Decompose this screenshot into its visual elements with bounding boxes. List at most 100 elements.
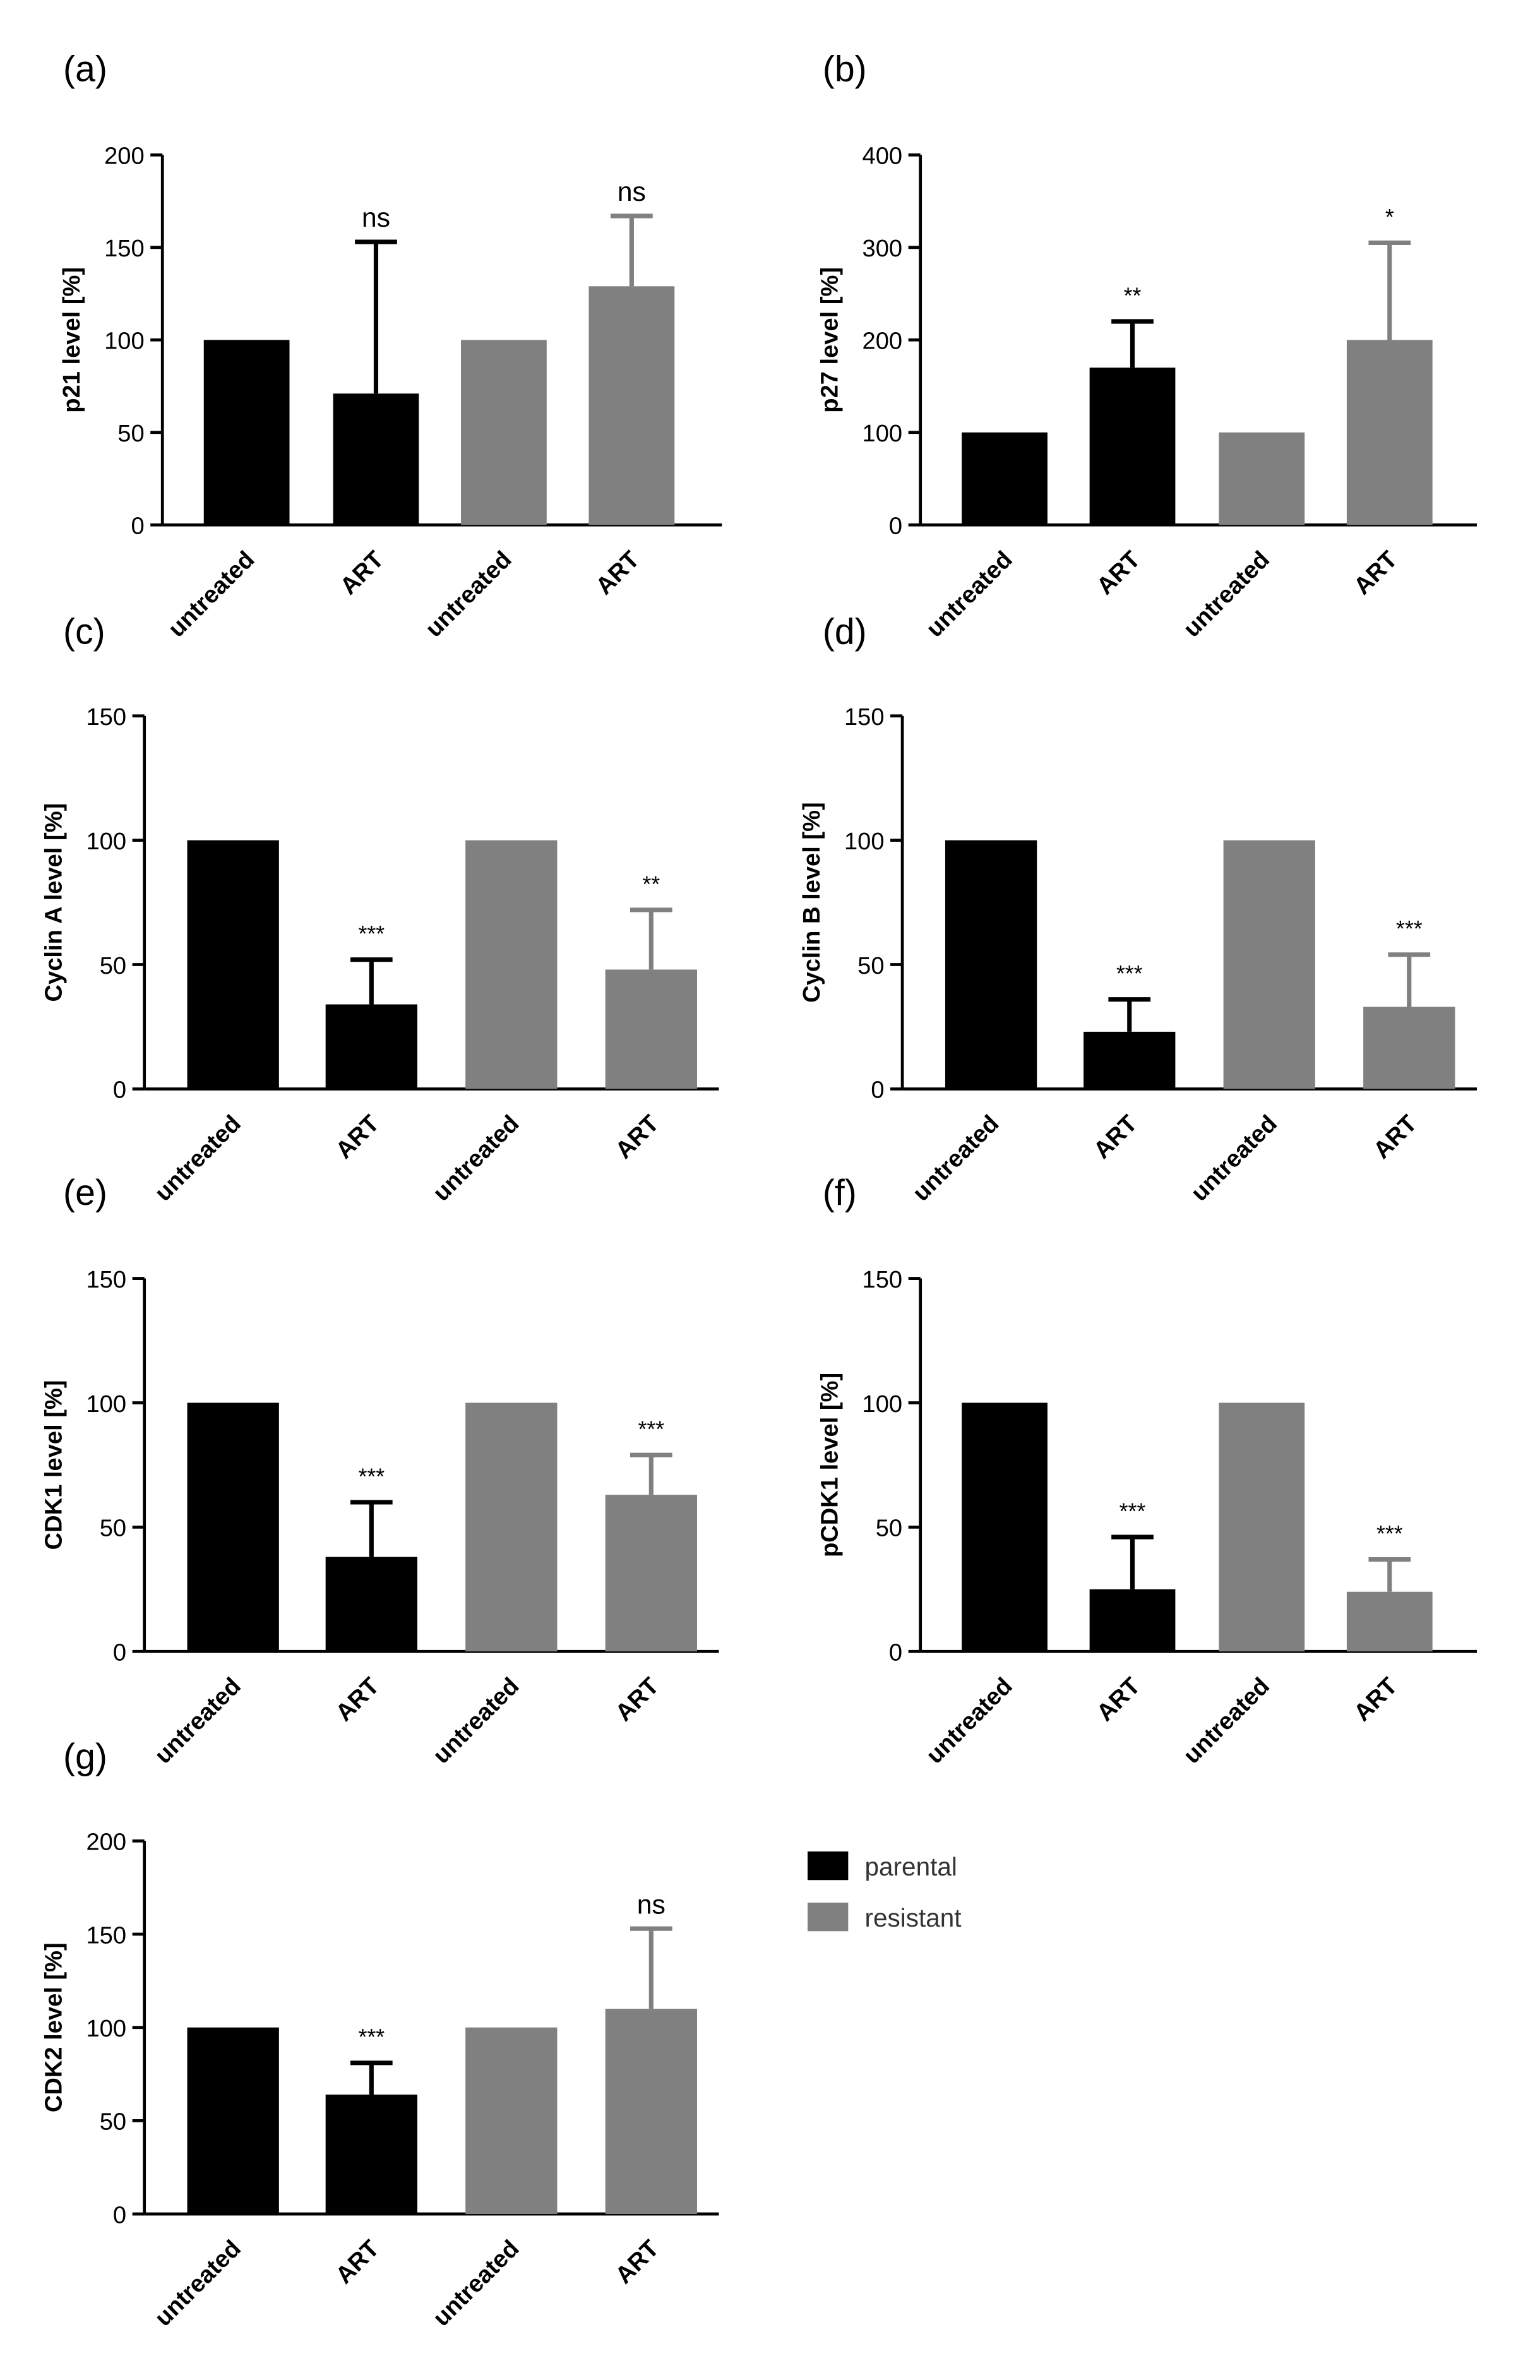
significance-label: ** xyxy=(1124,283,1142,308)
bar-resistant-untreated xyxy=(1223,840,1315,1089)
y-tick-label: 400 xyxy=(863,143,903,170)
bar-parental-untreated xyxy=(187,840,279,1089)
bar-resistant-untreated xyxy=(461,340,547,525)
y-tick-label: 100 xyxy=(87,828,127,855)
y-axis-label: CDK1 level [%] xyxy=(41,1380,68,1550)
y-axis-label: pCDK1 level [%] xyxy=(817,1373,844,1557)
bar-resistant-art xyxy=(588,286,675,525)
y-tick-label: 0 xyxy=(113,2202,126,2228)
y-tick-label: 50 xyxy=(117,421,144,447)
bar-parental-untreated xyxy=(187,1402,279,1652)
legend: parental resistant xyxy=(808,1851,962,1932)
legend-label-parental: parental xyxy=(865,1852,957,1881)
y-axis-label: p27 level [%] xyxy=(817,267,844,413)
significance-label: * xyxy=(1385,205,1394,230)
y-tick-label: 150 xyxy=(863,1267,903,1293)
x-tick-label: untreated xyxy=(921,546,1017,642)
x-tick-label: untreated xyxy=(428,1673,524,1769)
x-tick-label: untreated xyxy=(164,546,260,642)
y-tick-label: 50 xyxy=(100,1516,126,1542)
chart-panel-4: (e) 0 50 100 150 CDK1 level [%] untreated *** AR… xyxy=(41,1173,719,1769)
x-tick-label: ART xyxy=(1349,546,1402,600)
significance-label: *** xyxy=(1116,961,1143,986)
y-tick-label: 0 xyxy=(113,1640,126,1666)
x-tick-label: ART xyxy=(1092,546,1145,600)
bar-resistant-untreated xyxy=(1219,1402,1305,1652)
panel-label: (g) xyxy=(63,1737,107,1777)
y-tick-label: 50 xyxy=(100,2109,126,2136)
panel-label: (a) xyxy=(63,49,107,90)
panel-label: (f) xyxy=(823,1173,857,1213)
x-tick-label: ART xyxy=(611,1673,664,1726)
bar-parental-untreated xyxy=(203,340,290,525)
x-tick-label: untreated xyxy=(428,1110,524,1206)
bar-parental-art xyxy=(325,1004,417,1089)
bar-resistant-untreated xyxy=(465,1402,558,1652)
y-tick-label: 100 xyxy=(844,828,885,855)
bar-resistant-art xyxy=(605,969,697,1089)
y-tick-label: 300 xyxy=(863,236,903,262)
y-tick-label: 150 xyxy=(87,1267,127,1293)
bar-parental-untreated xyxy=(187,2027,279,2215)
y-tick-label: 200 xyxy=(87,1829,127,1856)
chart-panel-5: (f) 0 50 100 150 pCDK1 level [%] untreated *** A… xyxy=(817,1173,1477,1769)
x-tick-label: ART xyxy=(335,546,389,600)
x-tick-label: untreated xyxy=(1179,1673,1275,1769)
bar-resistant-art xyxy=(1346,340,1433,525)
y-tick-label: 200 xyxy=(863,328,903,355)
y-axis-label: CDK2 level [%] xyxy=(41,1942,68,2112)
y-tick-label: 0 xyxy=(871,1077,884,1104)
bar-parental-art xyxy=(333,393,419,525)
bar-resistant-art xyxy=(1363,1007,1455,1089)
x-tick-label: ART xyxy=(591,546,645,600)
panel-label: (c) xyxy=(63,611,105,652)
x-tick-label: untreated xyxy=(421,546,516,642)
y-tick-label: 100 xyxy=(863,421,903,447)
x-tick-label: untreated xyxy=(150,2235,246,2331)
y-tick-label: 200 xyxy=(104,143,145,170)
legend-label-resistant: resistant xyxy=(865,1903,962,1932)
chart-panel-3: (d) 0 50 100 150 Cyclin B level [%] untreated *… xyxy=(799,611,1477,1207)
y-axis-label: p21 level [%] xyxy=(59,267,85,413)
significance-label: *** xyxy=(638,1417,664,1442)
x-tick-label: ART xyxy=(1092,1673,1145,1726)
bar-parental-art xyxy=(325,1557,417,1652)
x-tick-label: ART xyxy=(1368,1110,1422,1164)
x-tick-label: untreated xyxy=(428,2235,524,2331)
bar-resistant-untreated xyxy=(465,2027,558,2215)
y-tick-label: 150 xyxy=(87,704,127,731)
x-tick-label: untreated xyxy=(150,1110,246,1206)
significance-label: *** xyxy=(358,921,385,947)
y-tick-label: 50 xyxy=(100,953,126,979)
x-tick-label: ART xyxy=(611,2235,664,2289)
panel-label: (b) xyxy=(823,49,867,90)
x-tick-label: untreated xyxy=(150,1673,246,1769)
x-tick-label: ART xyxy=(1089,1110,1142,1164)
bar-parental-untreated xyxy=(962,1402,1048,1652)
y-tick-label: 0 xyxy=(889,513,902,540)
y-tick-label: 0 xyxy=(889,1640,902,1666)
bar-parental-art xyxy=(1083,1031,1176,1089)
panel-label: (d) xyxy=(823,611,867,652)
y-tick-label: 0 xyxy=(131,513,144,540)
bar-parental-untreated xyxy=(962,432,1048,525)
legend-swatch-parental xyxy=(808,1851,849,1881)
y-tick-label: 150 xyxy=(104,236,145,262)
significance-label: *** xyxy=(1396,916,1423,942)
bar-parental-art xyxy=(1089,368,1176,525)
y-tick-label: 50 xyxy=(857,953,884,979)
x-tick-label: untreated xyxy=(1179,546,1275,642)
significance-label: *** xyxy=(358,2024,385,2050)
x-tick-label: ART xyxy=(331,1673,385,1726)
bar-parental-art xyxy=(325,2095,417,2215)
significance-label: *** xyxy=(358,1464,385,1489)
bar-resistant-art xyxy=(1346,1591,1433,1652)
bar-resistant-untreated xyxy=(1219,432,1305,525)
y-tick-label: 100 xyxy=(87,2016,127,2042)
bar-parental-untreated xyxy=(945,840,1037,1089)
legend-swatch-resistant xyxy=(808,1903,849,1932)
y-tick-label: 100 xyxy=(87,1391,127,1418)
significance-label: *** xyxy=(1119,1499,1146,1524)
x-tick-label: ART xyxy=(331,2235,385,2289)
